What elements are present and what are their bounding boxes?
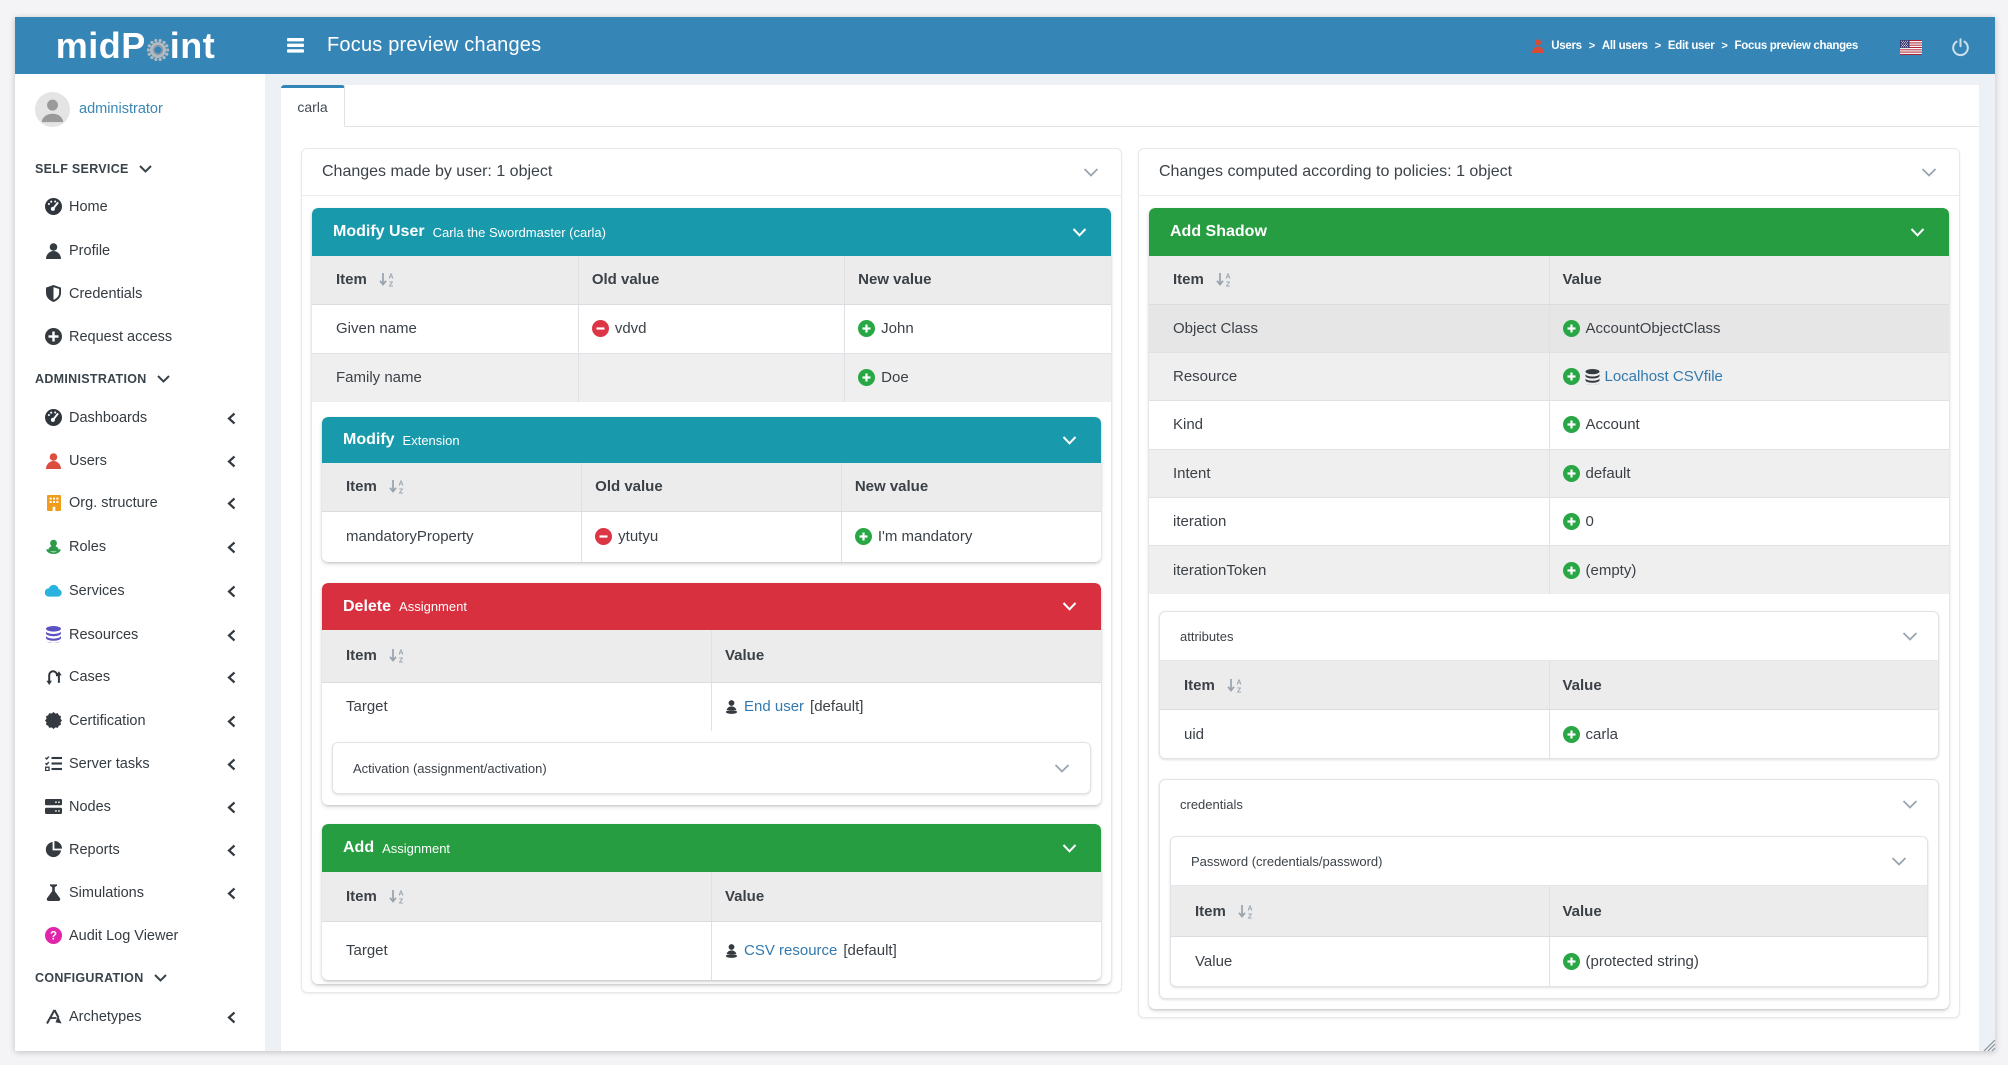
svg-text:Z: Z: [399, 898, 404, 903]
svg-text:A: A: [1225, 274, 1230, 281]
svg-text:Z: Z: [389, 282, 394, 287]
svg-text:Z: Z: [399, 489, 404, 494]
svg-text:A: A: [1236, 679, 1241, 686]
svg-text:Z: Z: [1248, 913, 1253, 918]
svg-text:A: A: [388, 274, 393, 281]
svg-text:A: A: [398, 481, 403, 488]
svg-text:Z: Z: [399, 658, 404, 663]
svg-text:Z: Z: [1237, 687, 1242, 692]
svg-text:A: A: [398, 890, 403, 897]
svg-text:A: A: [1247, 905, 1252, 912]
svg-text:?: ?: [50, 931, 57, 943]
svg-text:Z: Z: [1226, 282, 1231, 287]
svg-text:A: A: [398, 650, 403, 657]
